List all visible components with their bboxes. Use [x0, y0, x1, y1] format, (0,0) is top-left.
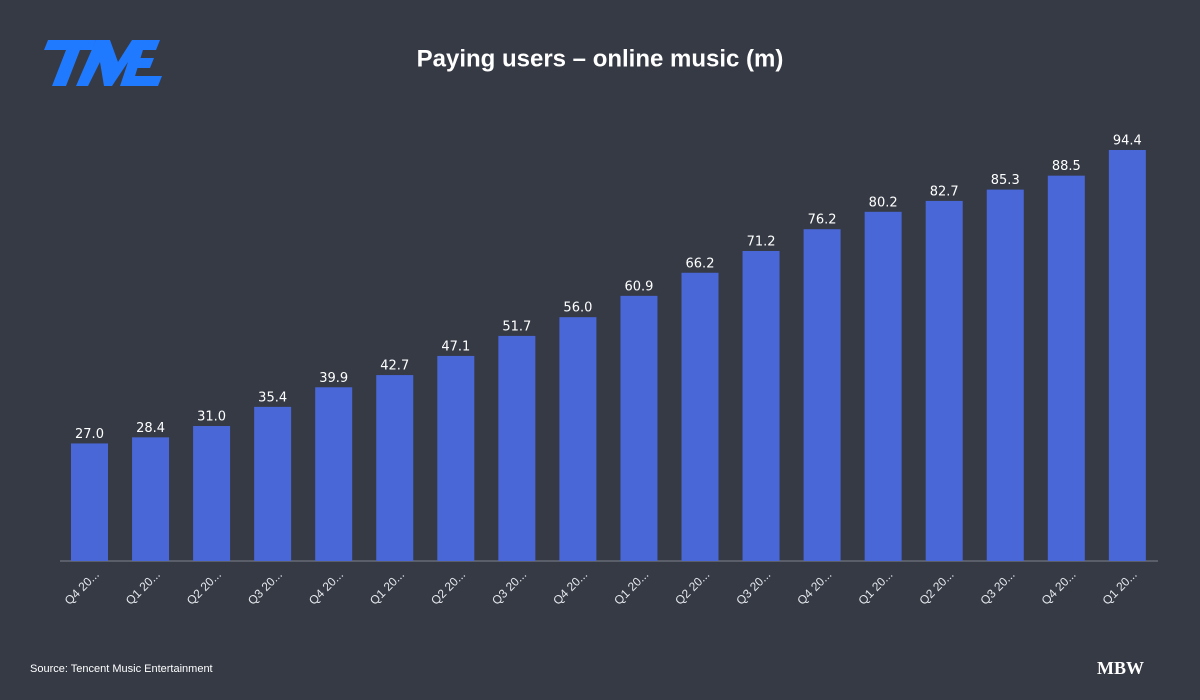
bar	[132, 437, 170, 561]
source-note: Source: Tencent Music Entertainment	[30, 663, 213, 675]
value-label: 80.2	[869, 195, 898, 210]
bar	[254, 406, 292, 561]
value-label: 51.7	[502, 319, 531, 334]
value-label: 35.4	[258, 390, 287, 405]
bar	[1047, 175, 1085, 561]
bar	[376, 375, 414, 561]
bar	[559, 317, 597, 561]
bar	[71, 443, 108, 561]
value-label: 47.1	[441, 339, 470, 354]
value-label: 28.4	[136, 421, 165, 436]
value-label: 31.0	[197, 410, 226, 425]
value-label: 42.7	[380, 359, 409, 374]
bar	[620, 295, 658, 561]
value-label: 94.4	[1113, 133, 1142, 148]
value-label: 39.9	[319, 371, 348, 386]
bar	[315, 387, 353, 561]
value-label: 60.9	[624, 279, 653, 294]
bar	[742, 250, 780, 562]
value-label: 27.0	[75, 427, 104, 442]
brand-logo: MBW	[1097, 658, 1144, 678]
chart-title: Paying users – online music (m)	[417, 45, 784, 72]
bar	[986, 189, 1024, 561]
bar	[193, 426, 231, 561]
value-label: 88.5	[1052, 159, 1081, 174]
value-label: 82.7	[930, 184, 959, 199]
bar	[498, 335, 536, 561]
bar	[437, 355, 475, 561]
tme-logo	[44, 40, 162, 86]
value-label: 76.2	[808, 213, 837, 228]
bar	[864, 211, 902, 561]
value-label: 66.2	[686, 256, 715, 271]
bar	[681, 272, 719, 561]
bar	[925, 200, 963, 561]
value-label: 56.0	[563, 301, 592, 316]
bar	[1108, 149, 1146, 561]
value-label: 85.3	[991, 173, 1020, 188]
bar	[803, 229, 841, 561]
value-label: 71.2	[747, 234, 776, 249]
